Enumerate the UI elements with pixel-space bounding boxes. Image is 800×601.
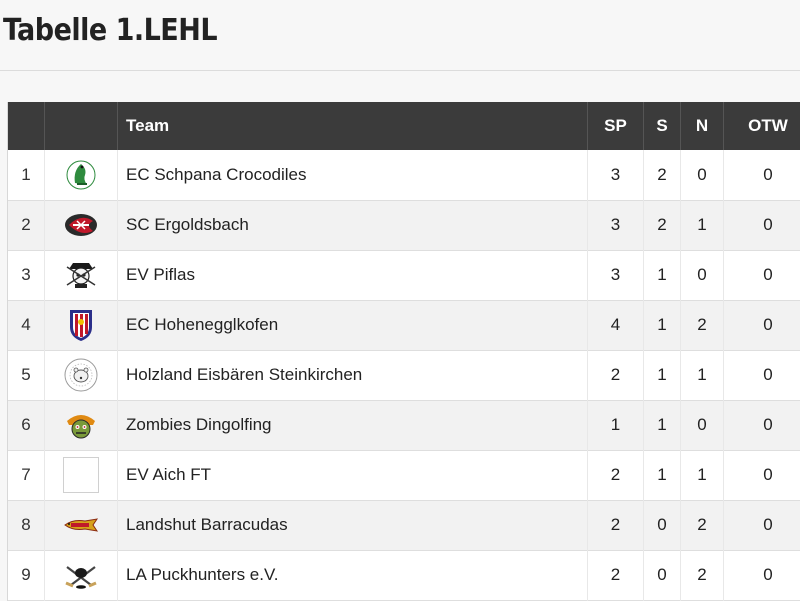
table-row: 7 EV Aich FT 2 1 1 0 [8, 450, 800, 500]
rank-cell: 8 [8, 500, 45, 550]
s-cell: 0 [644, 550, 681, 600]
rank-cell: 6 [8, 400, 45, 450]
table-row: 9 LA Puckhunters e.V. 2 0 2 0 [8, 550, 800, 600]
s-cell: 1 [644, 350, 681, 400]
table-row: 8 Landshut Barracudas 2 0 2 0 [8, 500, 800, 550]
team-name[interactable]: LA Puckhunters e.V. [118, 550, 588, 600]
n-cell: 2 [681, 500, 724, 550]
team-name[interactable]: Holzland Eisbären Steinkirchen [118, 350, 588, 400]
sp-cell: 3 [588, 150, 644, 200]
sp-cell: 2 [588, 500, 644, 550]
rank-cell: 1 [8, 150, 45, 200]
sp-cell: 2 [588, 550, 644, 600]
otw-cell: 0 [724, 300, 800, 350]
otw-cell: 0 [724, 550, 800, 600]
n-cell: 1 [681, 350, 724, 400]
n-cell: 0 [681, 250, 724, 300]
rank-cell: 4 [8, 300, 45, 350]
rank-cell: 7 [8, 450, 45, 500]
team-name[interactable]: EC Hoheneggl​kofen [118, 300, 588, 350]
sp-cell: 4 [588, 300, 644, 350]
table-row: 3 EV Piflas 3 1 [8, 250, 800, 300]
rank-cell: 5 [8, 350, 45, 400]
page-title: Tabelle 1.LEHL [3, 8, 217, 54]
s-cell: 1 [644, 300, 681, 350]
team-name[interactable]: EV Piflas [118, 250, 588, 300]
table-row: 4 EC Hoheneggl​kofen 4 [8, 300, 800, 350]
header-s[interactable]: S [644, 102, 681, 150]
n-cell: 1 [681, 450, 724, 500]
barracuda-logo-icon [63, 507, 99, 543]
pirate-logo-icon [63, 257, 99, 293]
otw-cell: 0 [724, 350, 800, 400]
header-logo [45, 102, 118, 150]
sp-cell: 3 [588, 250, 644, 300]
rank-cell: 3 [8, 250, 45, 300]
team-name[interactable]: Zombies Dingolfing [118, 400, 588, 450]
otw-cell: 0 [724, 150, 800, 200]
empty-logo-icon [63, 457, 99, 493]
s-cell: 1 [644, 250, 681, 300]
ergoldsbach-logo-icon [63, 207, 99, 243]
table-row: 2 SC Ergoldsbach 3 2 1 0 [8, 200, 800, 250]
shield-logo-icon [63, 307, 99, 343]
rank-cell: 9 [8, 550, 45, 600]
header-otw[interactable]: OTW [724, 102, 800, 150]
title-divider [0, 70, 800, 71]
table-header-row: Team SP S N OTW [8, 102, 800, 150]
otw-cell: 0 [724, 400, 800, 450]
zombie-logo-icon [63, 407, 99, 443]
n-cell: 2 [681, 300, 724, 350]
s-cell: 2 [644, 200, 681, 250]
header-sp[interactable]: SP [588, 102, 644, 150]
n-cell: 0 [681, 400, 724, 450]
n-cell: 2 [681, 550, 724, 600]
puckhunters-logo-icon [63, 557, 99, 593]
polar-bear-logo-icon [63, 357, 99, 393]
sp-cell: 3 [588, 200, 644, 250]
s-cell: 1 [644, 450, 681, 500]
team-name[interactable]: EC Schpana Crocodiles [118, 150, 588, 200]
header-n[interactable]: N [681, 102, 724, 150]
sp-cell: 2 [588, 350, 644, 400]
otw-cell: 0 [724, 500, 800, 550]
crocodile-logo-icon [63, 157, 99, 193]
rank-cell: 2 [8, 200, 45, 250]
standings-table: Team SP S N OTW 1 [7, 102, 800, 601]
sp-cell: 2 [588, 450, 644, 500]
team-name[interactable]: Landshut Barracudas [118, 500, 588, 550]
s-cell: 2 [644, 150, 681, 200]
table-row: 1 EC Schpana Crocodiles 3 2 0 0 [8, 150, 800, 200]
otw-cell: 0 [724, 200, 800, 250]
header-team[interactable]: Team [118, 102, 588, 150]
otw-cell: 0 [724, 450, 800, 500]
sp-cell: 1 [588, 400, 644, 450]
s-cell: 1 [644, 400, 681, 450]
table-row: 6 Zombies Dingolfing [8, 400, 800, 450]
s-cell: 0 [644, 500, 681, 550]
n-cell: 0 [681, 150, 724, 200]
table-row: 5 Holzland Eisbären Steinkirchen [8, 350, 800, 400]
team-name[interactable]: SC Ergoldsbach [118, 200, 588, 250]
otw-cell: 0 [724, 250, 800, 300]
header-rank [8, 102, 45, 150]
n-cell: 1 [681, 200, 724, 250]
team-name[interactable]: EV Aich FT [118, 450, 588, 500]
